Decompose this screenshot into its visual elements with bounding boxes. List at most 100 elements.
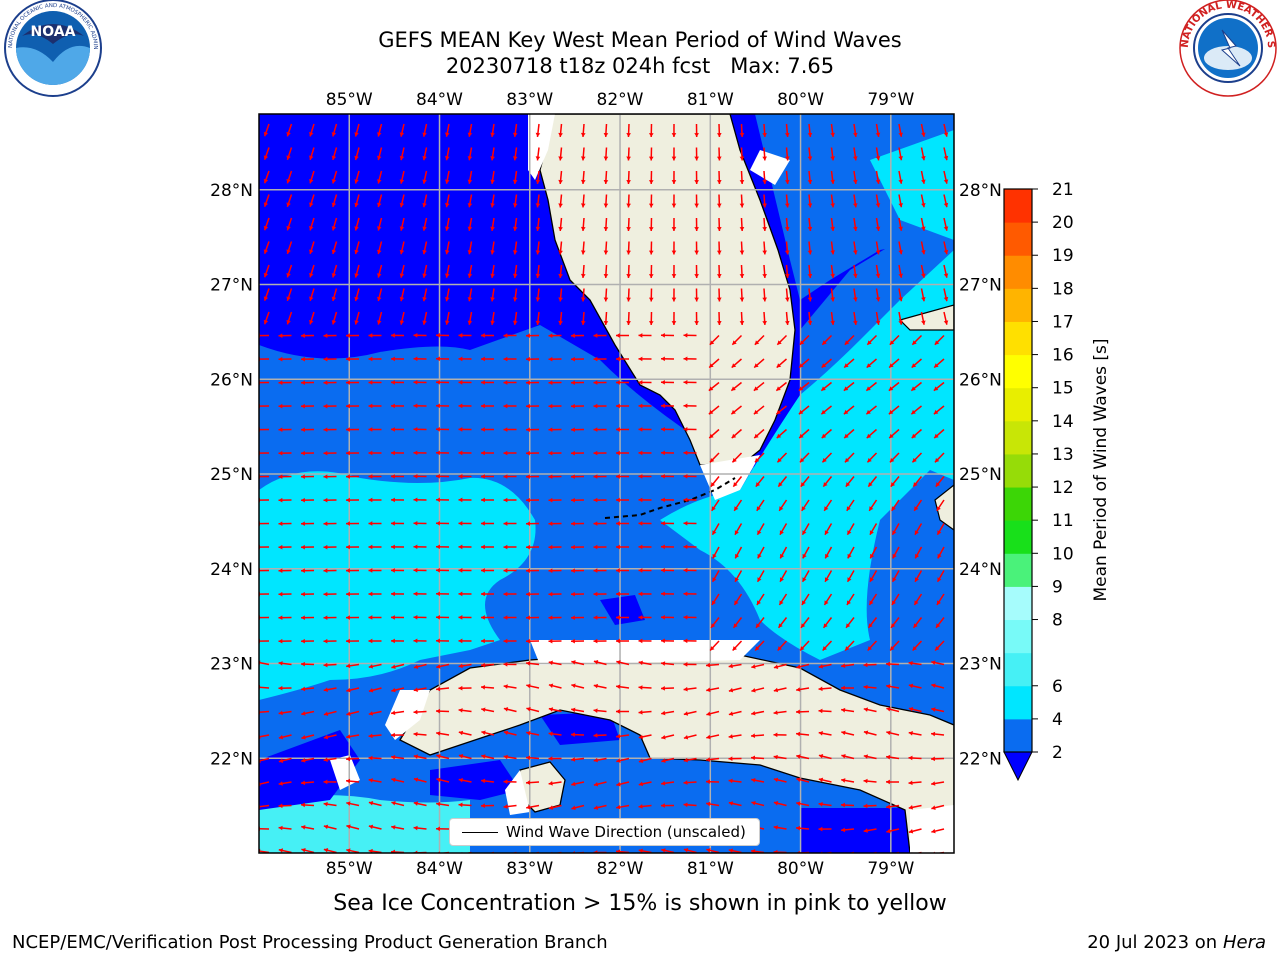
wind-wave-arrow-head xyxy=(413,825,418,831)
wind-wave-arrow-head xyxy=(661,710,666,716)
wind-wave-arrow-head xyxy=(671,133,677,137)
wind-wave-arrow-head xyxy=(526,730,531,736)
wind-wave-arrow-head xyxy=(616,660,621,665)
wind-wave-arrow-head xyxy=(891,600,896,605)
wind-wave-arrow-head xyxy=(709,363,714,368)
wind-wave-arrow-head xyxy=(616,804,621,810)
wind-wave-arrow-head xyxy=(875,250,881,255)
wind-wave-arrows xyxy=(259,123,949,853)
wind-wave-arrow-head xyxy=(286,202,291,207)
wind-wave-arrow-head xyxy=(824,506,829,511)
wind-wave-arrow-head xyxy=(807,203,813,208)
wind-wave-arrow-head xyxy=(773,710,778,715)
wind-wave-arrow-head xyxy=(845,482,851,487)
wind-wave-arrow-head xyxy=(912,646,917,651)
wind-wave-arrow-head xyxy=(309,155,314,160)
wind-wave-arrow-head xyxy=(503,754,508,760)
wind-wave-arrow-head xyxy=(638,568,643,573)
wind-wave-arrow-head xyxy=(716,297,722,302)
wind-wave-arrow-head xyxy=(934,363,939,368)
wind-wave-arrow-head xyxy=(801,623,806,628)
wind-wave-arrow-head xyxy=(323,687,328,692)
wind-wave-arrow-head xyxy=(391,544,395,550)
wind-wave-arrow-head xyxy=(661,615,665,620)
wind-wave-arrow-head xyxy=(712,530,717,535)
wind-wave-arrow-shaft xyxy=(259,734,270,738)
wind-wave-arrow-head xyxy=(526,380,530,385)
wind-wave-arrow-head xyxy=(661,380,665,385)
wind-wave-arrow-head xyxy=(458,380,463,385)
wind-wave-arrow-head xyxy=(323,662,328,668)
wind-wave-arrow-head xyxy=(731,409,736,415)
wind-wave-arrow-head xyxy=(368,688,374,693)
wind-wave-arrow-head xyxy=(706,801,711,807)
wind-wave-arrow-head xyxy=(399,132,405,137)
wind-wave-arrow-head xyxy=(616,544,620,550)
wind-wave-arrow-head xyxy=(278,474,283,479)
wind-wave-arrow-head xyxy=(436,591,440,597)
colorbar-segment xyxy=(1004,453,1032,488)
wind-wave-arrow-head xyxy=(821,386,826,391)
wind-wave-arrow-head xyxy=(886,661,890,667)
wind-wave-arrow-head xyxy=(706,687,711,693)
gridlines xyxy=(259,114,954,853)
wind-wave-arrow-head xyxy=(728,778,733,784)
wind-wave-arrow-head xyxy=(683,567,688,573)
wind-wave-arrow-head xyxy=(548,497,553,503)
wind-wave-arrow-head xyxy=(648,203,654,208)
wind-wave-arrow-head xyxy=(908,707,914,712)
map-frame xyxy=(258,113,955,854)
wind-wave-arrow-head xyxy=(755,646,760,651)
wind-wave-arrow-head xyxy=(391,403,395,409)
wind-wave-arrow-head xyxy=(739,203,745,208)
wind-wave-arrow-head xyxy=(323,734,329,740)
wind-wave-arrow-head xyxy=(346,638,350,644)
wind-wave-arrow-head xyxy=(526,450,530,456)
wind-wave-arrow-head xyxy=(323,474,328,479)
wind-wave-arrow-head xyxy=(779,506,784,511)
wind-wave-arrow-head xyxy=(709,340,715,345)
wind-wave-arrow-head xyxy=(413,333,418,338)
wind-wave-arrow-head xyxy=(818,664,824,669)
wind-wave-arrow-head xyxy=(728,687,734,693)
wind-wave-arrow-head xyxy=(535,320,541,325)
wind-wave-arrow-head xyxy=(845,646,850,651)
wind-wave-arrow-head xyxy=(503,356,508,362)
colorbar-tick-label: 17 xyxy=(1052,312,1074,332)
wind-wave-arrow-head xyxy=(331,132,337,137)
wind-wave-arrow-head xyxy=(776,386,781,391)
wind-wave-arrow-head xyxy=(830,132,835,137)
wind-wave-arrow-head xyxy=(921,249,926,255)
wind-wave-arrow-head xyxy=(503,380,508,385)
wind-wave-arrow-head xyxy=(512,132,518,137)
colorbar-segment xyxy=(1004,685,1032,720)
wind-wave-arrow-head xyxy=(354,249,359,255)
wind-wave-arrow-head xyxy=(821,433,827,439)
wind-wave-arrow-head xyxy=(908,829,914,834)
wind-wave-arrow-head xyxy=(526,497,530,503)
lon-label: 83°W xyxy=(506,90,553,110)
wind-wave-arrow-head xyxy=(638,427,643,432)
wind-wave-arrow-head xyxy=(823,482,828,487)
wind-wave-arrow-head xyxy=(785,179,790,184)
wind-wave-arrow-head xyxy=(263,319,269,325)
wind-wave-arrow-head xyxy=(778,623,783,628)
wind-wave-arrow-head xyxy=(593,683,599,689)
wind-wave-arrow-head xyxy=(892,553,897,559)
wind-wave-arrow-head xyxy=(399,320,405,325)
wind-wave-arrow-head xyxy=(503,450,508,456)
wind-wave-arrow-head xyxy=(458,544,463,550)
wind-wave-arrow-head xyxy=(286,296,291,301)
wind-wave-arrow-head xyxy=(841,827,846,833)
wind-wave-arrow-head xyxy=(391,710,396,716)
wind-wave-arrow-head xyxy=(301,497,305,503)
wind-wave-arrow-head xyxy=(863,662,868,668)
wind-wave-arrow-head xyxy=(898,320,903,325)
wind-wave-arrow-head xyxy=(777,457,782,463)
wind-wave-arrow-head xyxy=(661,403,665,409)
wind-wave-arrow-head xyxy=(422,320,427,325)
wind-wave-arrow-head xyxy=(830,226,835,231)
wind-wave-arrow-head xyxy=(728,848,733,853)
wind-wave-arrow-head xyxy=(436,708,440,714)
wind-wave-arrow-head xyxy=(593,638,598,644)
